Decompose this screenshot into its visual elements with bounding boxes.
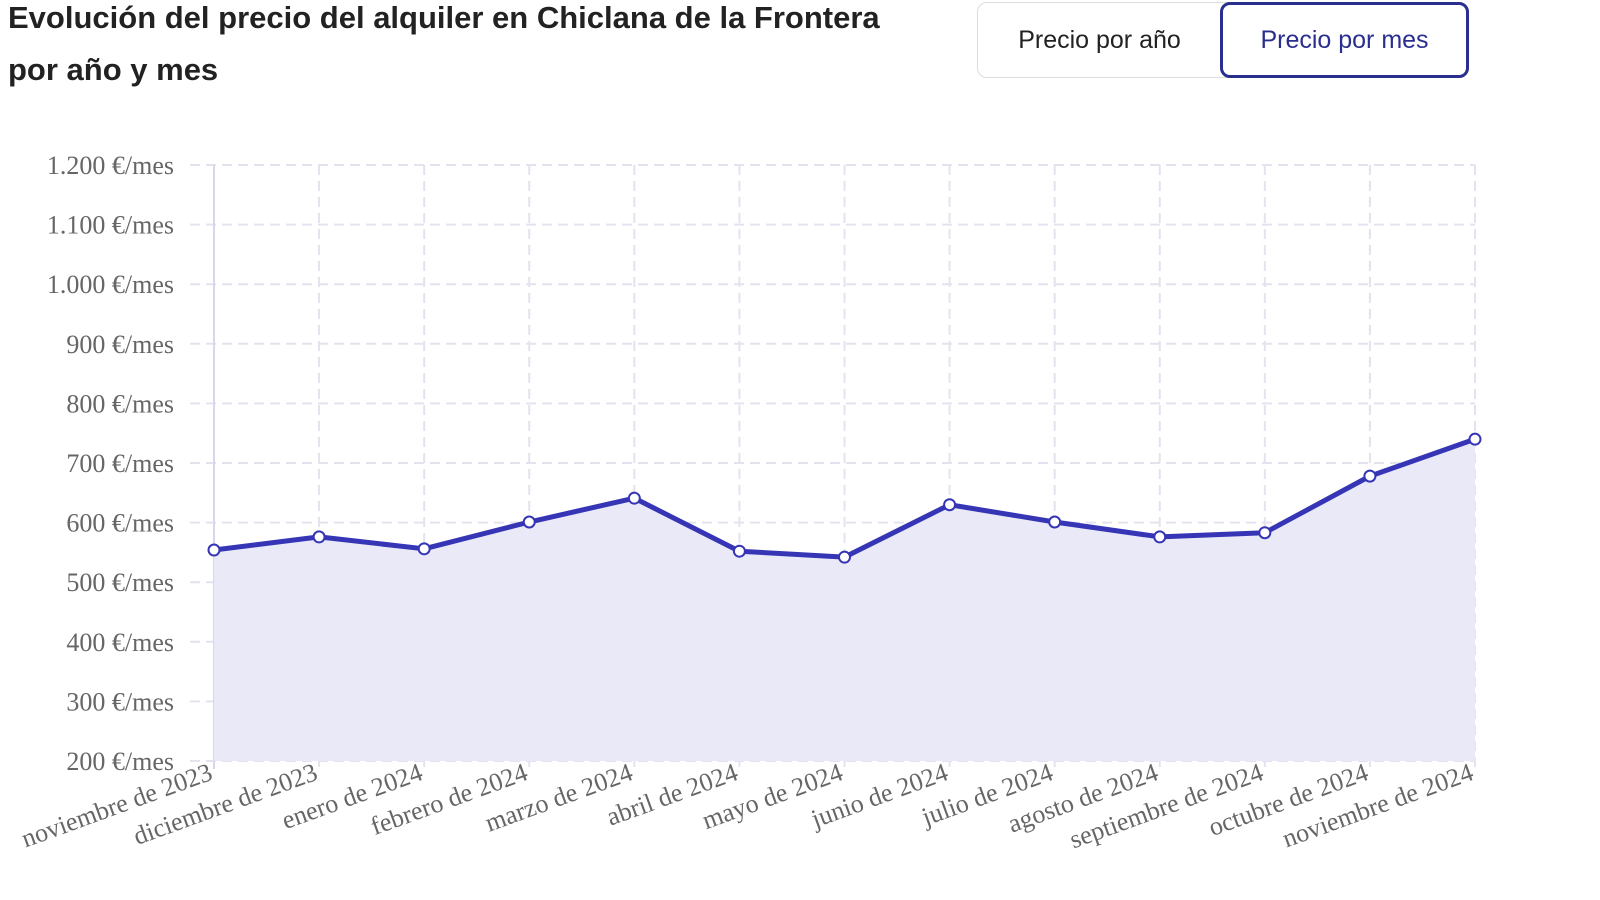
data-point — [417, 542, 431, 556]
data-point — [1468, 432, 1482, 446]
data-point — [312, 530, 326, 544]
data-point — [943, 498, 957, 512]
price-by-month-button[interactable]: Precio por mes — [1220, 2, 1469, 78]
data-point — [1258, 526, 1272, 540]
data-point — [1048, 515, 1062, 529]
y-tick-label: 1.100 €/mes — [47, 211, 174, 240]
data-point — [838, 550, 851, 564]
data-point — [207, 543, 221, 557]
y-tick-label: 700 €/mes — [66, 449, 174, 478]
page-title: Evolución del precio del alquiler en Chi… — [8, 0, 880, 87]
price-by-year-button[interactable]: Precio por año — [978, 3, 1221, 77]
data-point — [1363, 469, 1377, 483]
data-point — [627, 491, 641, 505]
data-point — [522, 515, 536, 529]
y-tick-label: 400 €/mes — [66, 628, 174, 657]
y-tick-label: 1.200 €/mes — [47, 151, 174, 180]
y-tick-label: 300 €/mes — [66, 687, 174, 716]
data-point — [732, 544, 746, 558]
area-fill — [214, 439, 1475, 761]
y-tick-label: 600 €/mes — [66, 509, 174, 538]
data-point — [1153, 530, 1167, 544]
y-tick-label: 800 €/mes — [66, 389, 174, 418]
view-toggle: Precio por año Precio por mes — [977, 2, 1469, 78]
y-tick-label: 200 €/mes — [66, 747, 174, 776]
y-tick-label: 1.000 €/mes — [47, 270, 174, 299]
y-tick-label: 900 €/mes — [66, 330, 174, 359]
y-tick-label: 500 €/mes — [66, 568, 174, 597]
